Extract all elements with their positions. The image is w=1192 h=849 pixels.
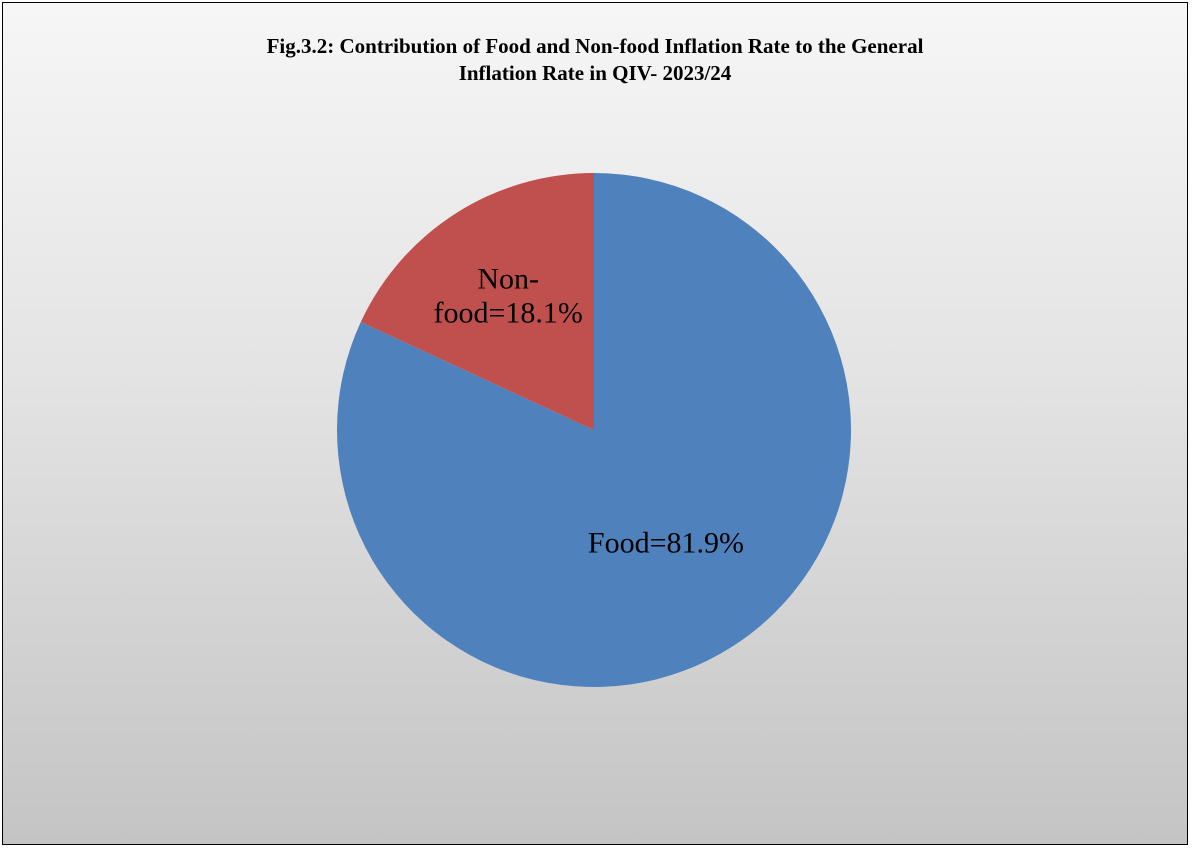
pie-slice-non-food: [360, 173, 594, 430]
pie-label-line: Non-: [477, 263, 539, 296]
chart-title-line-1: Fig.3.2: Contribution of Food and Non-fo…: [266, 34, 924, 58]
pie-label-line: Food=81.9%: [588, 527, 744, 560]
pie-label-food: Food=81.9%: [588, 527, 744, 560]
pie-labels: Food=81.9% Non-food=18.1%: [433, 263, 744, 560]
pie-label-line: food=18.1%: [433, 297, 582, 330]
pie-slices: [337, 173, 852, 687]
chart-title: Fig.3.2: Contribution of Food and Non-fo…: [3, 33, 1187, 87]
chart-title-line-2: Inflation Rate in QIV- 2023/24: [458, 61, 732, 85]
pie-label-non-food: Non-food=18.1%: [433, 263, 582, 330]
